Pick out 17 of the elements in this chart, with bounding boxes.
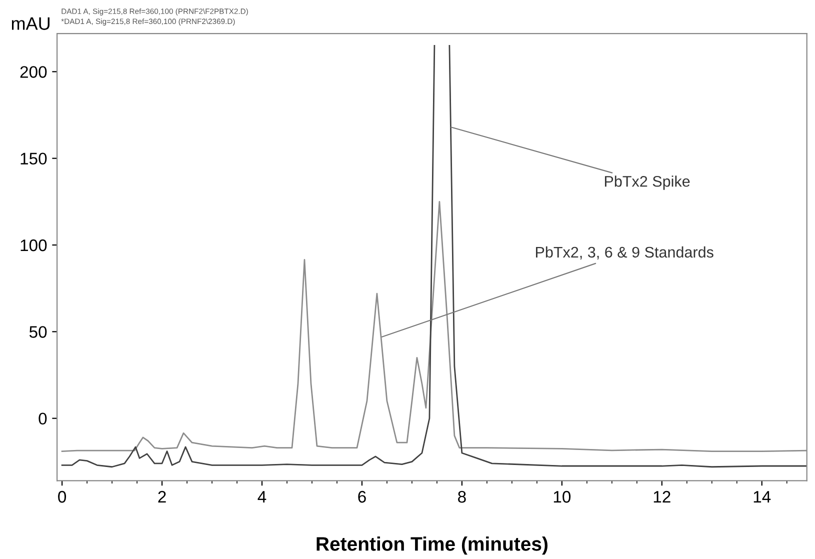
annotation: PbTx2, 3, 6 & 9 Standards — [536, 246, 714, 260]
annotation: PbTx2 Spike — [604, 176, 690, 190]
y-tick-label: 50 — [29, 326, 47, 338]
y-axis-title: mAU — [12, 17, 50, 30]
x-tick-label: 8 — [458, 490, 466, 503]
x-tick-label: 14 — [754, 491, 771, 503]
x-tick-label: 10 — [554, 490, 571, 503]
x-tick-label: 4 — [258, 491, 266, 503]
x-axis-title: Retention Time (minutes) — [316, 536, 548, 555]
y-tick-label: 150 — [20, 152, 47, 165]
x-tick-label: 2 — [158, 490, 166, 503]
y-tick-label: 100 — [20, 239, 47, 252]
x-tick-label: 6 — [358, 490, 366, 503]
x-tick-label: 12 — [654, 490, 670, 503]
x-tick-label: 0 — [58, 490, 66, 503]
y-tick-label: 200 — [20, 66, 47, 78]
y-tick-label: 0 — [38, 412, 47, 425]
